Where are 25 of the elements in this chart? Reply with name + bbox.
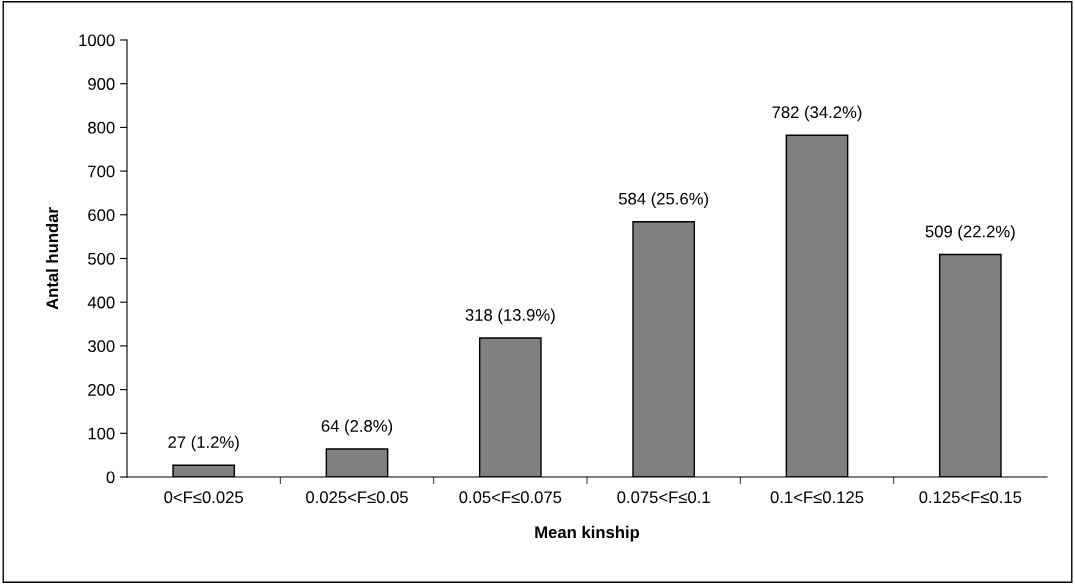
x-tick-label: 0.125<F≤0.15 [919, 491, 1022, 504]
data-label: 64 (2.8%) [321, 419, 393, 436]
y-tick-label: 200 [88, 384, 115, 396]
x-tick-label: 0.075<F≤0.1 [617, 491, 710, 504]
x-tick-label: 0.05<F≤0.075 [459, 491, 562, 504]
y-tick-label: 100 [88, 427, 115, 440]
y-tick-label: 1000 [79, 34, 115, 47]
y-tick-label: 900 [88, 78, 115, 90]
x-tick-label: 0.1<F≤0.125 [770, 491, 864, 504]
data-label: 318 (13.9%) [465, 308, 555, 325]
y-axis-title: Antal hundar [45, 207, 59, 310]
y-tick-label: 700 [88, 165, 115, 178]
y-tick-label: 800 [88, 121, 115, 134]
x-axis-title: Mean kinship [535, 525, 640, 542]
data-label: 27 (1.2%) [168, 435, 239, 452]
y-tick-label: 300 [88, 340, 115, 353]
y-tick-label: 500 [88, 252, 115, 265]
data-label: 782 (34.2%) [772, 105, 862, 122]
data-label: 584 (25.6%) [618, 192, 709, 208]
y-tick-label: 0 [106, 471, 115, 484]
y-tick-label: 400 [87, 296, 115, 309]
x-tick-label: 0<F≤0.025 [164, 491, 243, 504]
data-label: 509 (22.2%) [925, 225, 1015, 241]
x-tick-label: 0.025<F≤0.05 [306, 491, 408, 504]
y-tick-label: 600 [88, 209, 115, 221]
